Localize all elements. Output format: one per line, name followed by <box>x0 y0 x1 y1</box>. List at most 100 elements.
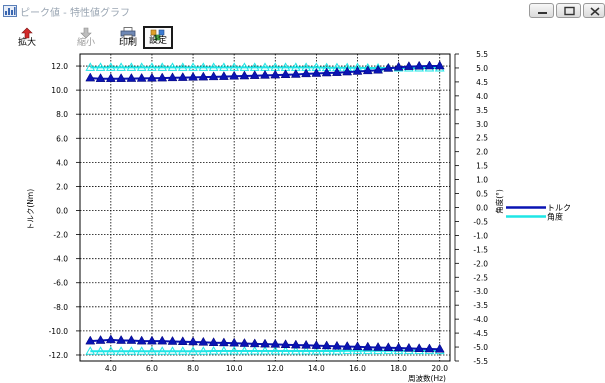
data-point-0 <box>362 65 373 75</box>
y-tick-label: -10.0 <box>49 327 69 336</box>
data-point-0 <box>311 340 322 349</box>
x-tick-label: 8.0 <box>187 364 199 373</box>
data-point-0 <box>136 335 147 345</box>
data-point-0 <box>434 343 445 353</box>
data-point-0 <box>332 67 342 76</box>
print-button[interactable]: 印刷 <box>113 26 143 49</box>
chart-area: 4.0 6.0 8.0 10.0 12.0 14.0 16.0 18.0 20.0 12.0 10.… <box>0 50 605 383</box>
zoom-in-button[interactable]: 拡大 <box>12 26 42 49</box>
minimize-button[interactable] <box>529 3 554 18</box>
x-tick-label: 16.0 <box>349 364 366 373</box>
y2-tick-label: -1.0 <box>473 231 488 240</box>
y2-tick-label: 3.5 <box>476 106 488 115</box>
data-point-0 <box>290 68 301 78</box>
data-point-1 <box>105 346 116 355</box>
data-point-1 <box>147 346 157 355</box>
legend-label: トルク <box>547 204 571 213</box>
data-point-1 <box>147 62 157 71</box>
data-point-0 <box>167 72 178 82</box>
close-button[interactable] <box>583 3 605 18</box>
data-point-0 <box>383 62 394 72</box>
data-point-1 <box>208 345 219 355</box>
y2-tick-label: -3.5 <box>473 301 488 310</box>
data-point-0 <box>177 336 188 345</box>
data-point-0 <box>249 70 260 79</box>
data-point-0 <box>260 338 270 348</box>
data-point-0 <box>105 73 116 82</box>
data-point-0 <box>342 341 353 350</box>
data-point-0 <box>352 341 363 351</box>
data-point-1 <box>157 346 168 355</box>
data-point-1 <box>136 62 147 71</box>
y2-tick-label: 3.0 <box>476 120 488 129</box>
y-tick-label: 2.0 <box>56 182 68 191</box>
y2-axis-title: 角度(°) <box>494 189 504 214</box>
data-point-1 <box>229 62 240 71</box>
data-point-1 <box>208 62 219 71</box>
data-point-0 <box>424 60 435 70</box>
data-point-1 <box>116 62 126 71</box>
data-point-1 <box>239 345 250 355</box>
settings-button[interactable]: 設定 <box>143 26 173 49</box>
data-point-0 <box>403 61 414 70</box>
data-point-1 <box>95 346 106 355</box>
settings-label: 設定 <box>148 36 167 46</box>
data-point-0 <box>383 342 394 352</box>
y2-tick-label: 0.5 <box>476 190 488 199</box>
data-point-1 <box>342 345 353 355</box>
y-tick-label: 0.0 <box>56 207 68 216</box>
y2-tick-label: 2.5 <box>476 134 488 143</box>
y-axis-title: トルク(Nm) <box>26 189 35 230</box>
y2-tick-label: -3.0 <box>473 287 488 296</box>
data-point-1 <box>219 62 229 71</box>
maximize-button[interactable] <box>556 3 581 18</box>
settings-icon <box>150 29 165 41</box>
data-point-0 <box>414 60 425 70</box>
data-point-0 <box>157 335 168 345</box>
data-point-0 <box>208 71 219 81</box>
zoom-out-icon <box>80 27 92 39</box>
data-point-1 <box>188 346 198 355</box>
data-point-0 <box>321 340 332 350</box>
y2-tick-label: -4.5 <box>473 329 488 338</box>
data-point-1 <box>321 345 332 355</box>
y-tick-label: -8.0 <box>53 303 68 312</box>
y-tick-label: 8.0 <box>56 110 68 119</box>
data-point-0 <box>434 60 445 70</box>
data-point-0 <box>321 67 332 77</box>
x-tick-label: 20.0 <box>431 364 448 373</box>
y-tick-label: 12.0 <box>51 62 68 71</box>
data-point-1 <box>126 62 137 71</box>
data-point-1 <box>177 62 188 71</box>
data-point-0 <box>188 71 198 81</box>
title-bar: ピーク値 - 特性値グラフ <box>0 0 605 25</box>
data-point-0 <box>414 343 425 352</box>
zoom-out-button[interactable]: 縮小 <box>71 26 101 49</box>
data-point-0 <box>116 335 127 344</box>
data-point-0 <box>198 71 209 81</box>
data-point-0 <box>105 334 116 344</box>
data-point-0 <box>352 65 363 75</box>
data-point-0 <box>373 342 383 351</box>
y-tick-label: 6.0 <box>56 134 68 143</box>
data-point-1 <box>332 345 342 355</box>
data-point-0 <box>136 72 147 82</box>
data-point-0 <box>208 337 219 346</box>
data-point-1 <box>116 346 126 355</box>
data-point-0 <box>188 336 198 346</box>
data-point-0 <box>218 71 229 80</box>
data-point-1 <box>126 346 137 355</box>
data-point-1 <box>229 345 240 355</box>
data-point-1 <box>136 346 147 355</box>
x-tick-label: 18.0 <box>390 364 407 373</box>
data-point-1 <box>352 345 363 355</box>
data-point-0 <box>229 337 240 347</box>
x-tick-label: 14.0 <box>308 364 325 373</box>
data-point-0 <box>290 339 301 349</box>
legend-label: 角度 <box>547 212 563 222</box>
data-point-0 <box>249 338 260 348</box>
y-tick-label: -12.0 <box>49 351 69 360</box>
data-point-0 <box>260 69 270 79</box>
y2-tick-label: 5.0 <box>476 64 488 73</box>
data-point-1 <box>167 346 178 355</box>
